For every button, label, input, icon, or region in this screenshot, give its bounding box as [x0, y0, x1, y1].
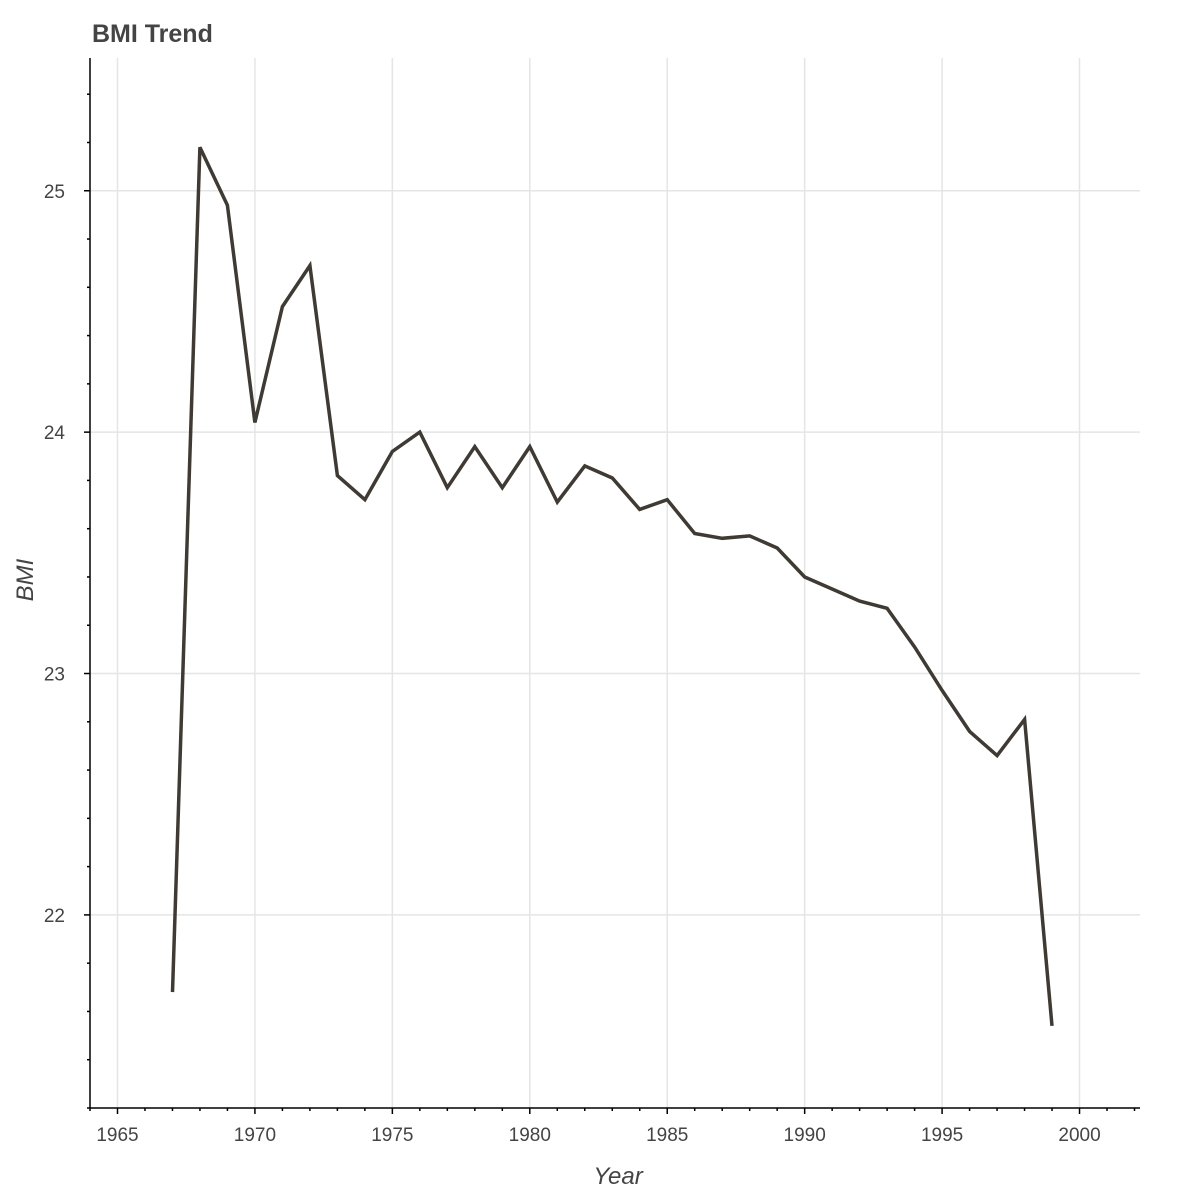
x-axis-title: Year [593, 1163, 643, 1190]
y-tick-label: 24 [44, 423, 66, 444]
grid-lines [90, 58, 1140, 1108]
bmi-series-line [170, 146, 1054, 1027]
x-tick-label: 1980 [509, 1125, 551, 1146]
x-tick-label: 1970 [234, 1125, 276, 1146]
x-tick-label: 2000 [1058, 1125, 1100, 1146]
chart-title: BMI Trend [92, 20, 213, 48]
tick-labels: 1965 1970 1975 1980 1985 1990 1995 2000 22 23 24 25 [44, 182, 1101, 1146]
x-tick-label: 1995 [921, 1125, 963, 1146]
axes [89, 58, 1140, 1109]
y-axis-title: BMI [12, 558, 39, 601]
x-tick-label: 1975 [371, 1125, 413, 1146]
tick-marks [84, 93, 1136, 1114]
x-tick-label: 1990 [784, 1125, 826, 1146]
y-tick-label: 22 [44, 906, 65, 927]
y-tick-label: 25 [44, 182, 65, 203]
plot-area [170, 146, 1054, 1027]
x-tick-label: 1985 [646, 1125, 688, 1146]
y-tick-label: 23 [44, 665, 65, 686]
x-tick-label: 1965 [96, 1125, 138, 1146]
